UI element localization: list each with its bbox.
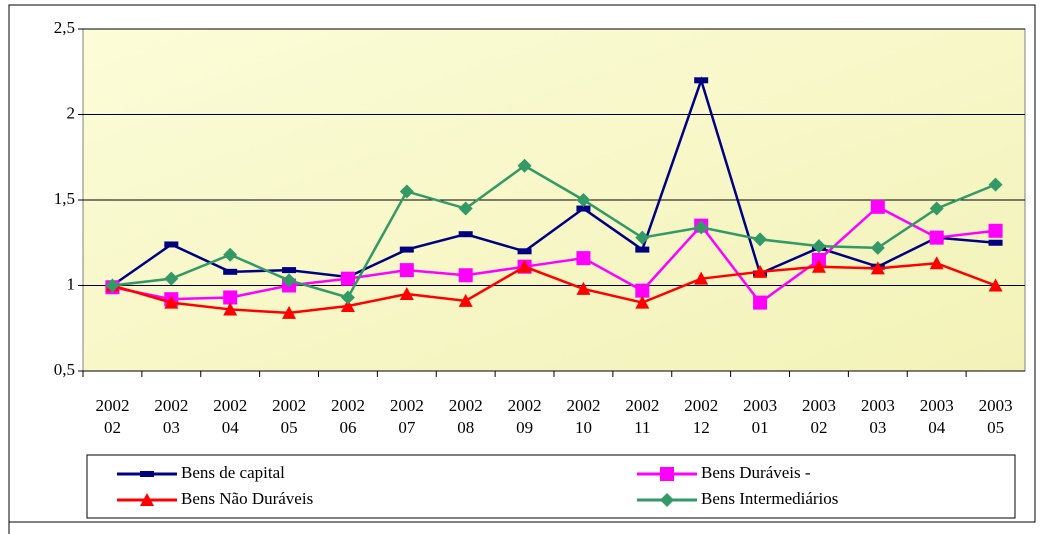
marker <box>870 261 885 275</box>
marker <box>635 283 650 298</box>
marker <box>694 220 709 235</box>
marker <box>164 295 179 309</box>
legend-label: Bens Não Duráveis <box>181 489 313 508</box>
legend-label: Bens de capital <box>181 463 285 482</box>
marker <box>517 259 532 273</box>
marker <box>164 241 179 248</box>
marker <box>282 267 297 274</box>
marker <box>929 256 944 270</box>
legend <box>86 454 1016 519</box>
marker <box>576 281 591 295</box>
x-tick-label: 2002 08 <box>448 396 483 437</box>
marker <box>517 248 532 255</box>
x-tick-label: 2002 07 <box>389 396 424 437</box>
marker <box>635 246 650 253</box>
x-tick-label: 2003 05 <box>978 396 1013 437</box>
marker <box>660 493 674 507</box>
x-tick-label: 2002 02 <box>95 396 130 437</box>
marker <box>635 230 650 245</box>
marker <box>753 232 768 247</box>
marker <box>223 268 238 275</box>
x-tick-label: 2002 11 <box>625 396 660 437</box>
marker <box>988 278 1003 292</box>
marker <box>399 184 414 199</box>
marker <box>399 287 414 301</box>
marker <box>282 305 297 319</box>
x-tick-label: 2002 09 <box>507 396 542 437</box>
series-line <box>112 261 997 315</box>
marker <box>458 231 473 238</box>
series-line <box>111 76 996 287</box>
marker <box>811 259 826 273</box>
marker <box>340 299 355 313</box>
marker <box>753 295 768 310</box>
y-tick-label: 1 <box>67 274 76 293</box>
y-tick-label: 2,5 <box>54 18 75 37</box>
marker <box>282 273 297 288</box>
y-tick-label: 2 <box>67 103 76 122</box>
marker <box>458 293 473 307</box>
marker <box>988 239 1003 246</box>
marker <box>988 177 1003 192</box>
marker <box>753 264 768 278</box>
y-tick-label: 1,5 <box>54 189 75 208</box>
marker <box>223 290 238 305</box>
series-line <box>112 205 996 305</box>
marker <box>929 230 944 245</box>
x-tick-label: 2002 04 <box>213 396 248 437</box>
marker <box>576 205 591 212</box>
marker <box>140 471 154 477</box>
marker <box>811 239 826 254</box>
marker <box>399 246 414 253</box>
marker <box>458 268 473 283</box>
marker <box>870 240 885 255</box>
x-tick-label: 2002 12 <box>684 396 719 437</box>
marker <box>340 290 355 305</box>
marker <box>660 467 674 481</box>
x-tick-label: 2003 01 <box>743 396 778 437</box>
marker <box>929 201 944 216</box>
marker <box>458 201 473 216</box>
x-tick-label: 2002 03 <box>154 396 189 437</box>
marker <box>399 263 414 278</box>
marker <box>694 77 709 84</box>
marker <box>576 193 591 207</box>
x-tick-label: 2002 10 <box>566 396 601 437</box>
marker <box>164 271 179 286</box>
series-line <box>112 164 997 299</box>
x-tick-label: 2003 03 <box>860 396 895 437</box>
marker <box>140 493 154 506</box>
x-tick-label: 2002 06 <box>330 396 365 437</box>
y-tick-label: 0,5 <box>54 360 75 379</box>
marker <box>635 295 650 309</box>
frame <box>8 4 1036 523</box>
marker <box>694 271 709 285</box>
marker <box>340 271 355 286</box>
marker <box>576 251 591 266</box>
marker <box>223 302 238 316</box>
marker <box>517 158 532 173</box>
legend-label: Bens Intermediários <box>701 489 838 508</box>
marker <box>105 278 120 293</box>
x-tick-label: 2002 05 <box>272 396 307 437</box>
x-tick-label: 2003 04 <box>919 396 954 437</box>
legend-label: Bens Duráveis - <box>701 463 811 482</box>
x-tick-label: 2003 02 <box>801 396 836 437</box>
marker <box>223 247 238 262</box>
marker <box>870 199 885 214</box>
marker <box>988 223 1003 238</box>
